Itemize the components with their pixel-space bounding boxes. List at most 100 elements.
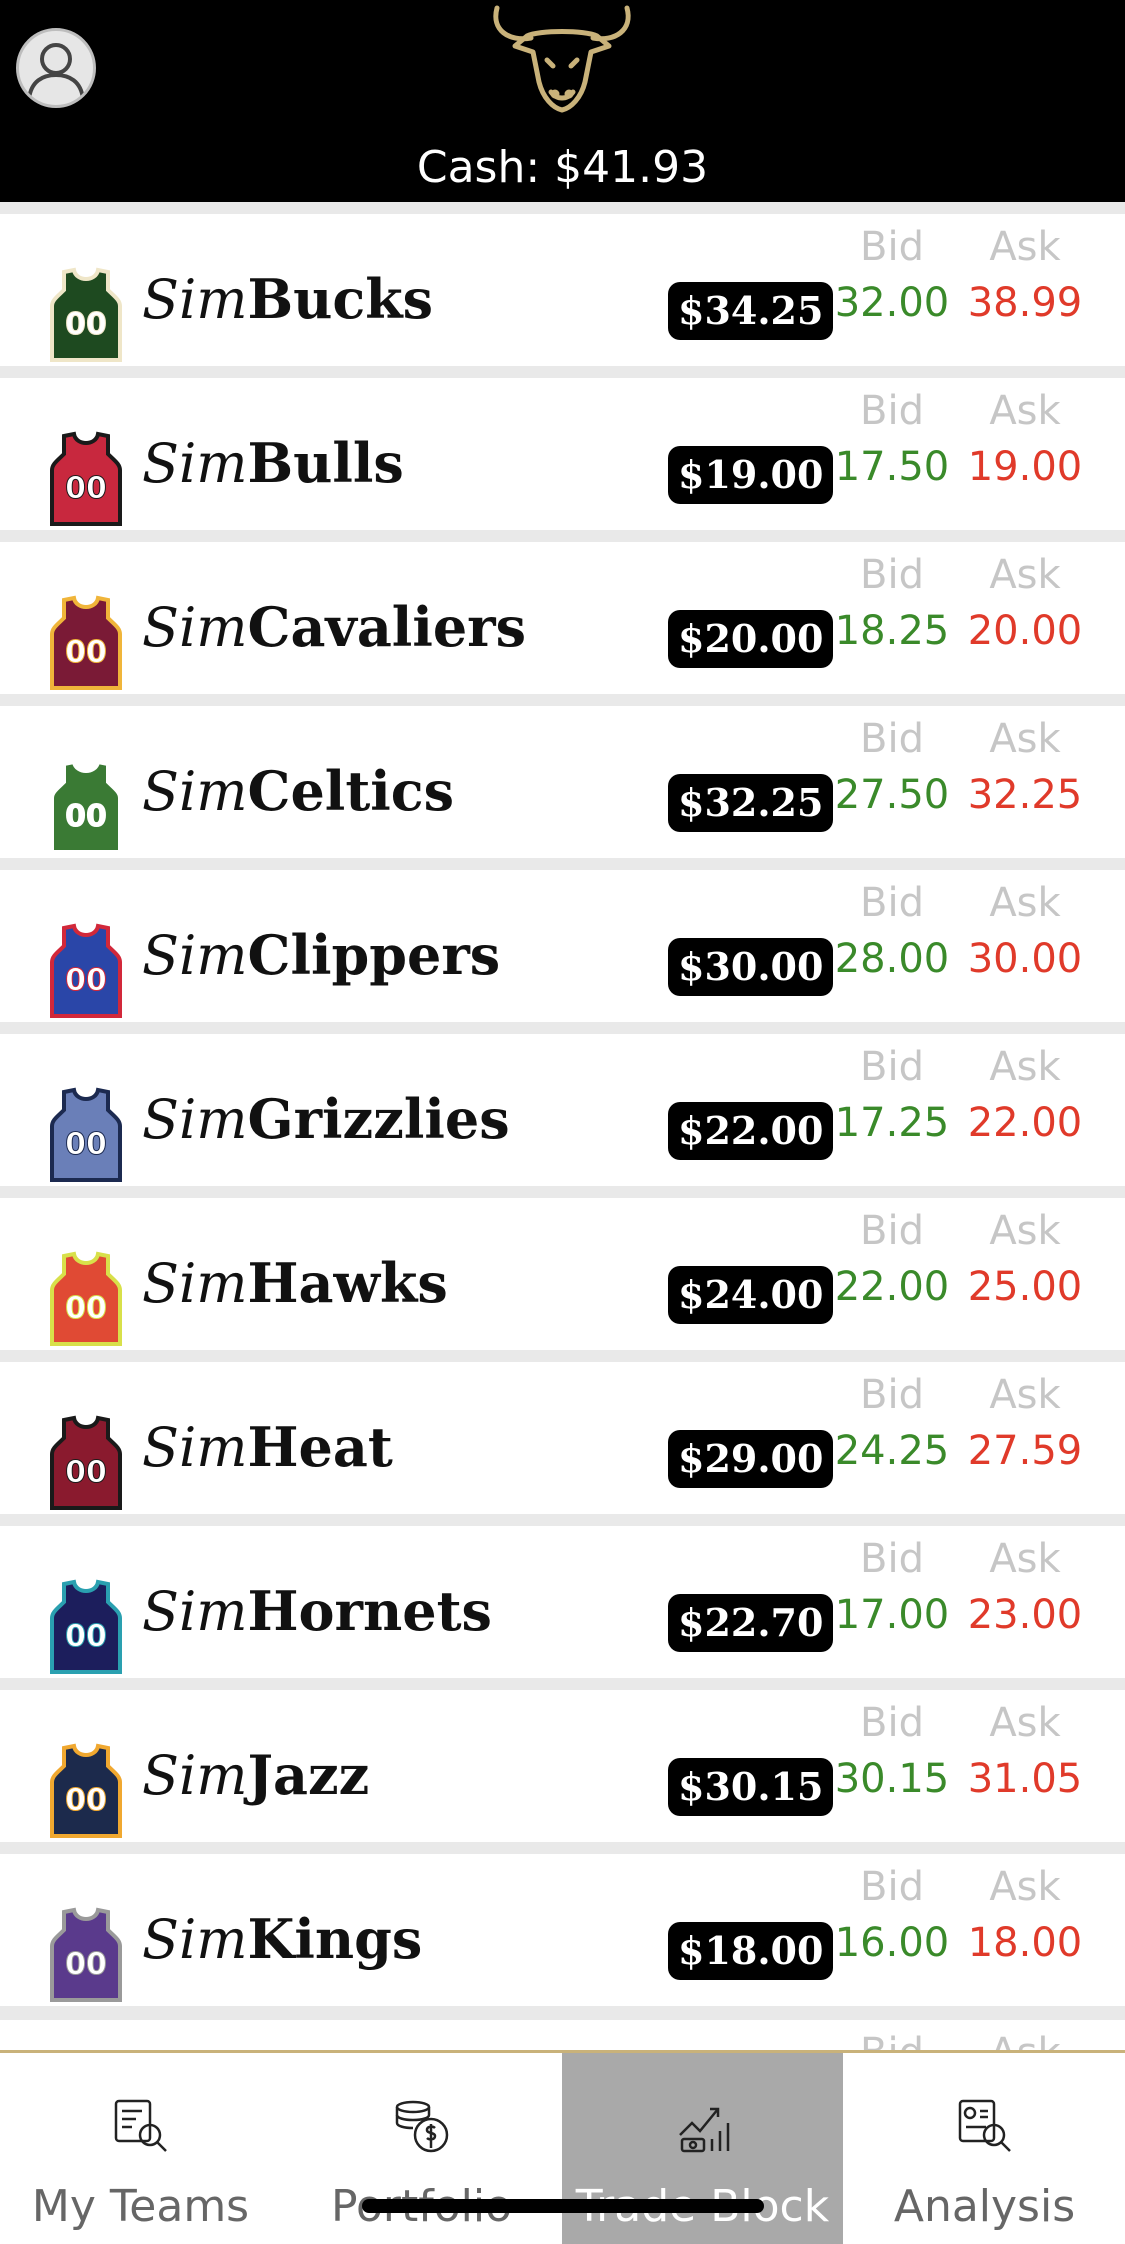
- jersey-number: 00: [65, 1783, 107, 1818]
- jersey-icon: 00: [50, 1579, 122, 1674]
- price-badge: $29.00: [668, 1430, 834, 1488]
- bid-header: Bid: [860, 716, 924, 762]
- team-row[interactable]: 00 SimClippers $30.00 Bid Ask 28.00 30.0…: [0, 870, 1125, 1022]
- price-badge: $30.15: [668, 1758, 834, 1816]
- teams-search-icon: [114, 2099, 167, 2152]
- jersey-number: 00: [65, 799, 107, 834]
- nav-item-portfolio[interactable]: Portfolio: [281, 2053, 562, 2244]
- team-name-suffix: Clippers: [247, 923, 501, 987]
- team-row[interactable]: 00 SimKings $18.00 Bid Ask 16.00 18.00: [0, 1854, 1125, 2006]
- ask-value: 22.00: [967, 1100, 1083, 1146]
- team-name-prefix: Sim: [142, 268, 248, 331]
- team-name-suffix: Celtics: [247, 759, 455, 823]
- nav-item-my-teams[interactable]: My Teams: [0, 2053, 281, 2244]
- team-name-suffix: Cavaliers: [247, 595, 527, 659]
- ask-header: Ask: [989, 552, 1061, 598]
- ask-header: Ask: [989, 1700, 1061, 1746]
- team-name-prefix: Sim: [142, 760, 248, 823]
- team-row[interactable]: 00 SimHornets $22.70 Bid Ask 17.00 23.00: [0, 1526, 1125, 1678]
- bid-value: 17.50: [834, 444, 950, 490]
- ask-value: 27.59: [967, 1428, 1083, 1474]
- ask-header: Ask: [989, 880, 1061, 926]
- team-name-suffix: Kings: [247, 1907, 423, 1971]
- jersey-number: 00: [65, 1127, 107, 1162]
- team-name-prefix: Sim: [142, 596, 248, 659]
- bid-header: Bid: [860, 1700, 924, 1746]
- bid-value: 17.25: [834, 1100, 950, 1146]
- jersey-icon: 00: [50, 431, 122, 526]
- bid-value: 32.00: [834, 280, 950, 326]
- ask-header: Ask: [989, 1536, 1061, 1582]
- price-badge: $19.00: [668, 446, 834, 504]
- team-name: SimHeat: [142, 1412, 393, 1482]
- home-indicator: [362, 2199, 764, 2213]
- team-name: SimBucks: [142, 264, 433, 334]
- jersey-number: 00: [65, 1947, 107, 1982]
- jersey-icon: 00: [50, 1251, 122, 1346]
- partial-row: Bid Ask: [0, 2020, 1125, 2052]
- team-row[interactable]: 00 SimCeltics $32.25 Bid Ask 27.50 32.25: [0, 706, 1125, 858]
- team-row[interactable]: 00 SimHeat $29.00 Bid Ask 24.25 27.59: [0, 1362, 1125, 1514]
- nav-item-trade-block[interactable]: Trade Block: [562, 2053, 843, 2244]
- team-name-prefix: Sim: [142, 1744, 248, 1807]
- team-name-prefix: Sim: [142, 1252, 248, 1315]
- bottom-nav: My Teams Portfolio Trade Block Analysis: [0, 2050, 1125, 2244]
- bid-value: 30.15: [834, 1756, 950, 1802]
- team-name: SimCeltics: [142, 756, 454, 826]
- ask-value: 23.00: [967, 1592, 1083, 1638]
- cash-balance: Cash: $41.93: [416, 142, 709, 193]
- bull-head-icon: [493, 5, 631, 113]
- team-name: SimKings: [142, 1904, 422, 1974]
- bid-header: Bid: [860, 1044, 924, 1090]
- coins-dollar-icon: [395, 2100, 449, 2153]
- team-name-suffix: Hornets: [247, 1579, 492, 1643]
- price-badge: $22.00: [668, 1102, 834, 1160]
- ask-header: Ask: [989, 388, 1061, 434]
- ask-value: 20.00: [967, 608, 1083, 654]
- team-name: SimGrizzlies: [142, 1084, 510, 1154]
- team-name-prefix: Sim: [142, 1416, 248, 1479]
- bid-value: 28.00: [834, 936, 950, 982]
- team-list: 00 SimBucks $34.25 Bid Ask 32.00 38.99 0…: [0, 214, 1125, 2018]
- ask-value: 31.05: [967, 1756, 1083, 1802]
- price-badge: $30.00: [668, 938, 834, 996]
- team-name-suffix: Jazz: [247, 1743, 370, 1807]
- team-row[interactable]: 00 SimJazz $30.15 Bid Ask 30.15 31.05: [0, 1690, 1125, 1842]
- bid-header: Bid: [860, 552, 924, 598]
- price-badge: $34.25: [668, 282, 834, 340]
- team-name: SimHornets: [142, 1576, 492, 1646]
- jersey-number: 00: [65, 307, 107, 342]
- bid-header: Bid: [860, 1208, 924, 1254]
- ask-value: 25.00: [967, 1264, 1083, 1310]
- bid-value: 27.50: [834, 772, 950, 818]
- jersey-icon: 00: [50, 923, 122, 1018]
- team-name: SimBulls: [142, 428, 404, 498]
- bid-header: Bid: [860, 1536, 924, 1582]
- user-avatar-icon[interactable]: [16, 28, 96, 108]
- team-name-prefix: Sim: [142, 924, 248, 987]
- team-name: SimJazz: [142, 1740, 369, 1810]
- team-row[interactable]: 00 SimBulls $19.00 Bid Ask 17.50 19.00: [0, 378, 1125, 530]
- bid-value: 22.00: [834, 1264, 950, 1310]
- nav-item-analysis[interactable]: Analysis: [844, 2053, 1125, 2244]
- bid-value: 17.00: [834, 1592, 950, 1638]
- jersey-number: 00: [65, 635, 107, 670]
- price-badge: $32.25: [668, 774, 834, 832]
- bid-header: Bid: [822, 2030, 962, 2052]
- team-row[interactable]: 00 SimBucks $34.25 Bid Ask 32.00 38.99: [0, 214, 1125, 366]
- price-badge: $24.00: [668, 1266, 834, 1324]
- ask-value: 32.25: [967, 772, 1083, 818]
- team-row[interactable]: 00 SimCavaliers $20.00 Bid Ask 18.25 20.…: [0, 542, 1125, 694]
- team-row[interactable]: 00 SimGrizzlies $22.00 Bid Ask 17.25 22.…: [0, 1034, 1125, 1186]
- app-header: Cash: $41.93: [0, 0, 1125, 202]
- jersey-icon: 00: [50, 1743, 122, 1838]
- team-name: SimCavaliers: [142, 592, 526, 662]
- jersey-number: 00: [65, 471, 107, 506]
- nav-label: My Teams: [31, 2181, 250, 2232]
- team-row[interactable]: 00 SimHawks $24.00 Bid Ask 22.00 25.00: [0, 1198, 1125, 1350]
- price-badge: $22.70: [668, 1594, 834, 1652]
- ask-value: 38.99: [967, 280, 1083, 326]
- bid-value: 24.25: [834, 1428, 950, 1474]
- bid-header: Bid: [860, 1372, 924, 1418]
- ask-header: Ask: [989, 1864, 1061, 1910]
